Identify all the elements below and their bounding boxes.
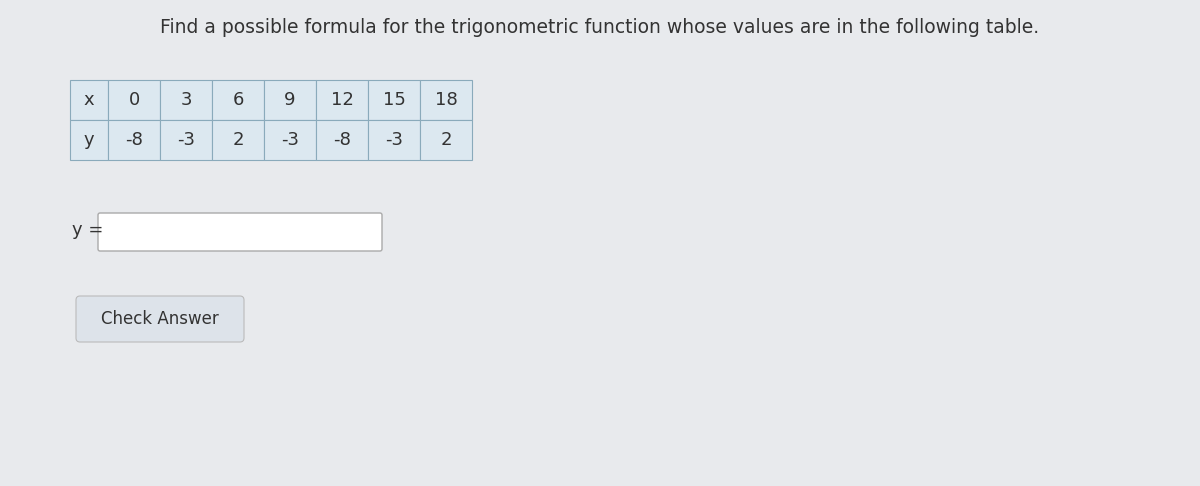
FancyBboxPatch shape [76, 296, 244, 342]
Bar [316, 120, 368, 160]
Bar [108, 120, 160, 160]
Bar [70, 80, 108, 120]
Text: 6: 6 [233, 91, 244, 109]
Bar [368, 80, 420, 120]
Bar [420, 120, 472, 160]
Bar [160, 120, 212, 160]
Bar [264, 80, 316, 120]
Text: -3: -3 [281, 131, 299, 149]
Bar [420, 80, 472, 120]
Bar [264, 120, 316, 160]
Text: 15: 15 [383, 91, 406, 109]
Text: 2: 2 [233, 131, 244, 149]
Bar [70, 120, 108, 160]
Bar [160, 80, 212, 120]
Text: Check Answer: Check Answer [101, 310, 218, 328]
Text: -3: -3 [178, 131, 194, 149]
Text: y: y [84, 131, 95, 149]
FancyBboxPatch shape [98, 213, 382, 251]
Text: 0: 0 [128, 91, 139, 109]
Text: 3: 3 [180, 91, 192, 109]
Bar [316, 80, 368, 120]
Text: -8: -8 [125, 131, 143, 149]
Text: -8: -8 [334, 131, 350, 149]
Text: 18: 18 [434, 91, 457, 109]
Text: Find a possible formula for the trigonometric function whose values are in the f: Find a possible formula for the trigonom… [161, 18, 1039, 37]
Text: 9: 9 [284, 91, 295, 109]
Bar [212, 80, 264, 120]
Bar [212, 120, 264, 160]
Text: x: x [84, 91, 95, 109]
Bar [108, 80, 160, 120]
Bar [368, 120, 420, 160]
Text: -3: -3 [385, 131, 403, 149]
Text: 12: 12 [330, 91, 354, 109]
Text: 2: 2 [440, 131, 451, 149]
Text: y =: y = [72, 221, 103, 239]
